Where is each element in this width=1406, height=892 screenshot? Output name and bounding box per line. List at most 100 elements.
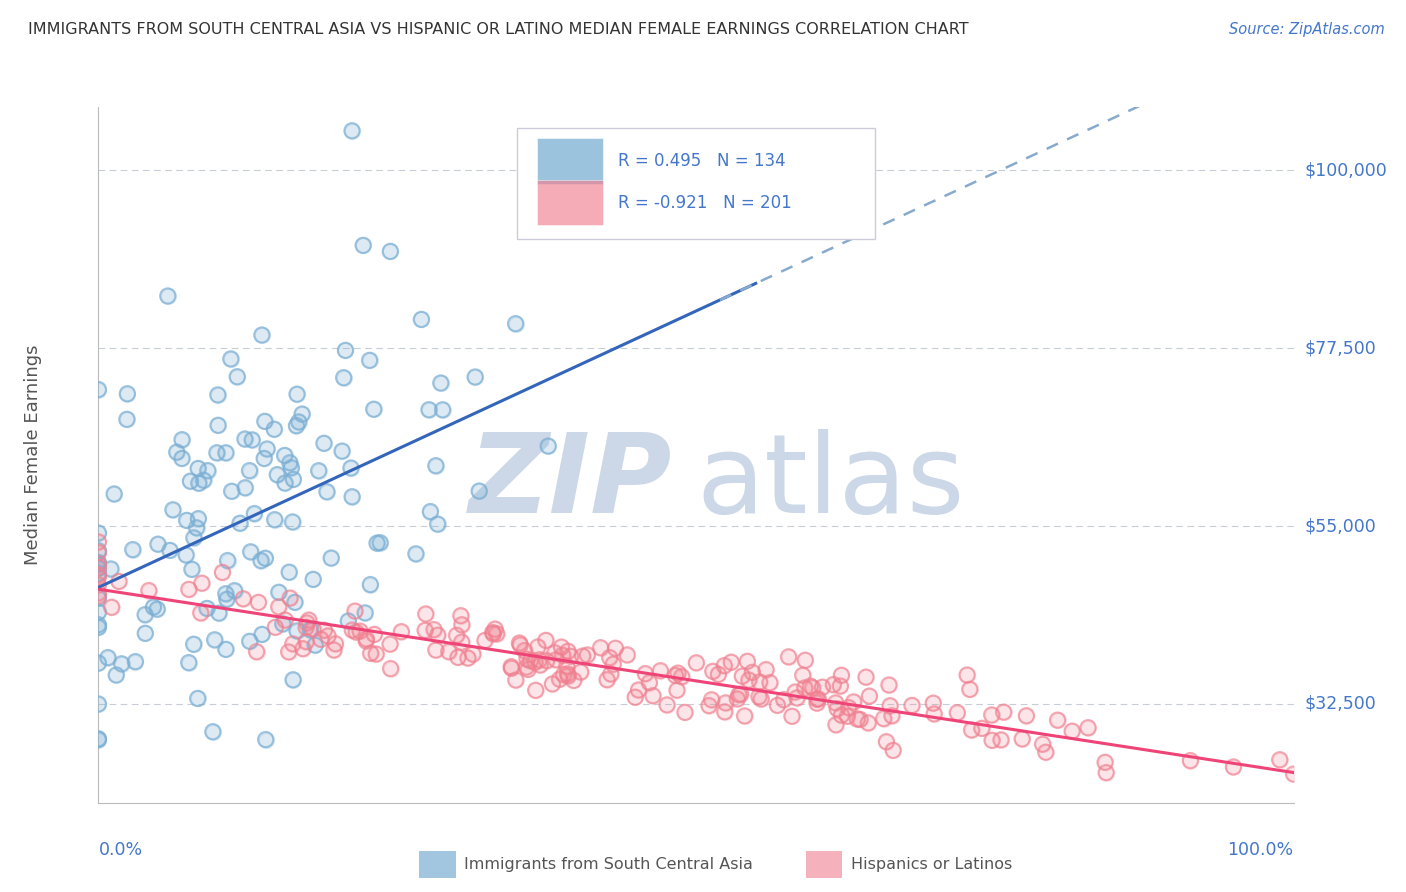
- Point: [299, 623, 322, 637]
- Point: [415, 607, 437, 621]
- Point: [340, 490, 363, 504]
- Point: [624, 690, 647, 705]
- Point: [650, 664, 672, 678]
- Point: [824, 696, 846, 710]
- Point: [245, 645, 267, 659]
- Point: [875, 734, 897, 748]
- Point: [278, 565, 301, 579]
- Point: [946, 706, 969, 720]
- Point: [229, 516, 252, 531]
- Point: [315, 484, 337, 499]
- Point: [389, 624, 412, 639]
- Point: [179, 474, 201, 488]
- Point: [1062, 724, 1084, 739]
- Text: $77,500: $77,500: [1305, 339, 1376, 357]
- Point: [778, 649, 800, 664]
- Point: [378, 637, 401, 651]
- Point: [267, 599, 290, 614]
- Point: [267, 585, 290, 599]
- Point: [415, 607, 437, 621]
- Point: [960, 723, 983, 737]
- Point: [368, 535, 391, 549]
- Point: [187, 461, 209, 475]
- Point: [589, 640, 612, 655]
- Point: [232, 591, 254, 606]
- Point: [707, 667, 730, 681]
- Point: [280, 460, 302, 475]
- Point: [638, 675, 661, 690]
- Point: [359, 577, 381, 591]
- Point: [243, 507, 266, 521]
- Point: [264, 620, 287, 634]
- Point: [250, 627, 273, 641]
- Point: [215, 592, 238, 607]
- Point: [830, 708, 852, 723]
- Point: [256, 442, 278, 456]
- Point: [806, 692, 828, 706]
- Point: [602, 657, 624, 672]
- Point: [516, 652, 538, 666]
- Point: [87, 526, 110, 541]
- Point: [87, 546, 110, 560]
- Point: [100, 600, 122, 615]
- Point: [702, 665, 724, 679]
- Point: [536, 654, 558, 668]
- Point: [191, 576, 214, 591]
- Point: [363, 402, 385, 417]
- Point: [858, 689, 880, 703]
- Point: [1282, 767, 1305, 781]
- Point: [855, 670, 877, 684]
- Point: [284, 595, 307, 609]
- Point: [354, 633, 377, 648]
- Point: [450, 635, 472, 649]
- Point: [254, 732, 277, 747]
- Point: [263, 513, 285, 527]
- Point: [302, 622, 325, 636]
- FancyBboxPatch shape: [537, 138, 603, 184]
- Point: [823, 677, 845, 691]
- Point: [177, 582, 200, 597]
- Point: [253, 451, 276, 466]
- Text: Immigrants from South Central Asia: Immigrants from South Central Asia: [464, 857, 752, 871]
- Point: [450, 608, 472, 623]
- Point: [366, 536, 388, 550]
- Point: [526, 640, 548, 654]
- Point: [855, 670, 877, 684]
- Point: [138, 583, 160, 598]
- Point: [87, 605, 110, 619]
- Point: [772, 692, 794, 706]
- Point: [980, 708, 1002, 723]
- Point: [426, 628, 449, 642]
- Point: [700, 692, 723, 706]
- Point: [755, 663, 778, 677]
- Point: [956, 668, 979, 682]
- Point: [366, 647, 388, 661]
- Point: [713, 658, 735, 673]
- Point: [187, 511, 209, 525]
- Point: [277, 645, 299, 659]
- Point: [555, 659, 578, 673]
- Point: [335, 343, 357, 358]
- Point: [544, 653, 567, 667]
- Point: [534, 633, 557, 648]
- Point: [738, 673, 761, 687]
- Point: [825, 702, 848, 716]
- Point: [838, 700, 860, 714]
- Point: [121, 542, 143, 557]
- Point: [174, 548, 197, 562]
- Point: [187, 691, 209, 706]
- Point: [759, 675, 782, 690]
- Point: [281, 673, 304, 687]
- Point: [956, 668, 979, 682]
- Point: [737, 654, 759, 668]
- Point: [197, 464, 219, 478]
- Point: [134, 607, 156, 622]
- Point: [429, 376, 451, 390]
- Point: [247, 595, 270, 609]
- Point: [737, 654, 759, 668]
- Point: [792, 668, 814, 682]
- Point: [1268, 753, 1291, 767]
- Point: [1094, 756, 1116, 770]
- Point: [482, 626, 505, 640]
- Point: [516, 652, 538, 666]
